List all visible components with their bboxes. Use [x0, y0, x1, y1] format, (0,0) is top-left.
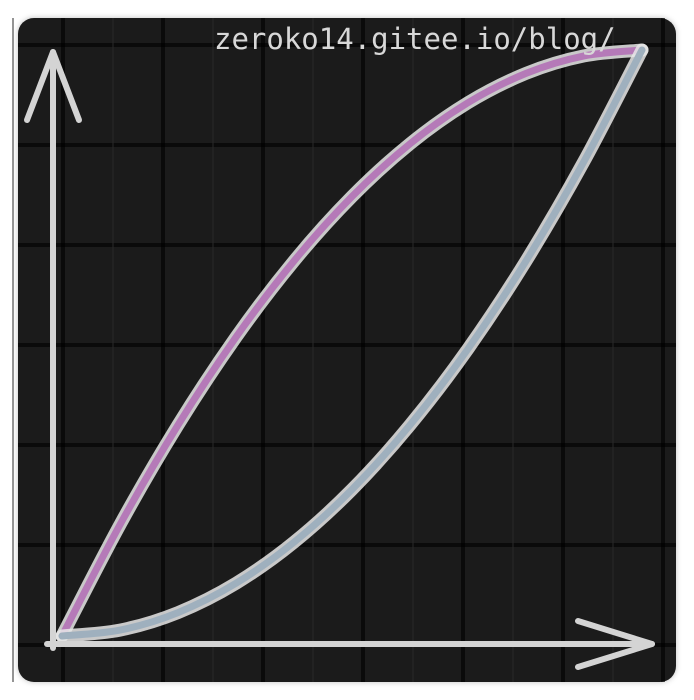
series-layer	[55, 43, 649, 643]
x-axis-arrow-icon	[575, 618, 655, 670]
chart-panel	[18, 18, 676, 682]
y-axis-arrow-icon	[24, 49, 82, 123]
series-2-line	[58, 46, 646, 640]
axes	[24, 49, 655, 670]
series-1-line	[58, 46, 646, 640]
grid-lines	[12, 18, 676, 682]
watermark-text: zeroko14.gitee.io/blog/	[214, 22, 616, 56]
